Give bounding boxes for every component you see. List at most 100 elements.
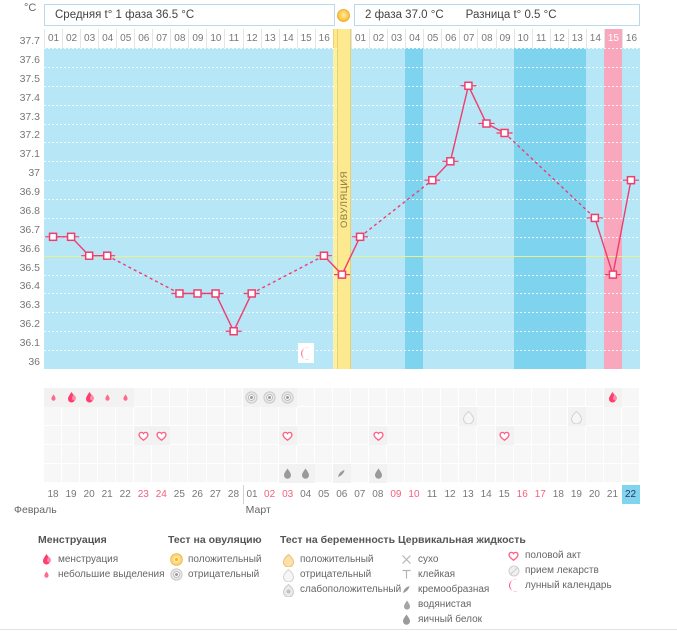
menstruation-drop-icon[interactable] xyxy=(98,388,117,407)
cycle-day-cell[interactable]: 02 xyxy=(62,29,80,48)
marker-cell-empty[interactable] xyxy=(188,388,207,407)
cycle-day-cell[interactable]: 16 xyxy=(314,29,333,48)
marker-cell-empty[interactable] xyxy=(423,445,442,464)
calendar-date-cell[interactable]: 07 xyxy=(354,489,366,500)
calendar-date-cell[interactable]: 03 xyxy=(282,489,294,500)
phase2-day-cell[interactable]: 06 xyxy=(441,29,459,48)
marker-cell-empty[interactable] xyxy=(585,426,604,445)
marker-cell-empty[interactable] xyxy=(152,407,171,426)
calendar-date-cell[interactable]: 20 xyxy=(588,489,600,500)
marker-cell-empty[interactable] xyxy=(98,407,117,426)
marker-cell-empty[interactable] xyxy=(621,407,640,426)
menstruation-drop-icon[interactable] xyxy=(116,388,135,407)
phase2-day-cell[interactable]: 13 xyxy=(567,29,586,48)
marker-cell-empty[interactable] xyxy=(495,407,514,426)
marker-cell-empty[interactable] xyxy=(423,388,442,407)
marker-cell-empty[interactable] xyxy=(405,388,424,407)
marker-cell-empty[interactable] xyxy=(513,426,532,445)
marker-cell-empty[interactable] xyxy=(531,445,550,464)
ovulation-test-negative-icon[interactable] xyxy=(278,388,297,407)
heart-icon[interactable] xyxy=(152,426,171,445)
marker-cell-empty[interactable] xyxy=(170,464,189,483)
marker-cell-empty[interactable] xyxy=(134,407,153,426)
phase2-day-cell[interactable]: 10 xyxy=(513,29,532,48)
marker-cell-empty[interactable] xyxy=(387,388,406,407)
heart-icon[interactable] xyxy=(134,426,153,445)
marker-cell-empty[interactable] xyxy=(603,464,622,483)
marker-cell-empty[interactable] xyxy=(116,407,135,426)
marker-cell-empty[interactable] xyxy=(621,464,640,483)
phase2-day-cell[interactable]: 05 xyxy=(423,29,441,48)
cervical-fluid-icon[interactable] xyxy=(332,464,352,483)
marker-cell-empty[interactable] xyxy=(116,445,135,464)
marker-cell-empty[interactable] xyxy=(531,426,550,445)
calendar-date-cell[interactable]: 02 xyxy=(264,489,276,500)
marker-cell-empty[interactable] xyxy=(585,407,604,426)
marker-cell-empty[interactable] xyxy=(351,388,370,407)
marker-cell-empty[interactable] xyxy=(188,464,207,483)
marker-cell-empty[interactable] xyxy=(206,407,225,426)
pregnancy-test-negative-icon[interactable] xyxy=(567,407,586,426)
calendar-date-cell[interactable]: 25 xyxy=(173,489,185,500)
calendar-date-cell[interactable]: 13 xyxy=(462,489,474,500)
marker-cell-empty[interactable] xyxy=(441,388,460,407)
marker-cell-empty[interactable] xyxy=(170,445,189,464)
marker-cell-empty[interactable] xyxy=(423,407,442,426)
marker-cell-empty[interactable] xyxy=(188,407,207,426)
calendar-date-cell[interactable]: 19 xyxy=(65,489,77,500)
marker-cell-empty[interactable] xyxy=(170,388,189,407)
cycle-day-cell[interactable]: 10 xyxy=(206,29,224,48)
phase2-day-cell[interactable]: 01 xyxy=(351,29,369,48)
marker-cell-empty[interactable] xyxy=(567,388,586,407)
marker-cell-empty[interactable] xyxy=(621,426,640,445)
phase2-day-cell[interactable]: 12 xyxy=(549,29,568,48)
calendar-date-cell[interactable]: 11 xyxy=(426,489,438,500)
marker-cell-empty[interactable] xyxy=(405,407,424,426)
marker-cell-empty[interactable] xyxy=(80,426,99,445)
cycle-day-cell[interactable]: 07 xyxy=(152,29,170,48)
marker-cell-empty[interactable] xyxy=(603,445,622,464)
marker-cell-empty[interactable] xyxy=(351,407,370,426)
marker-cell-empty[interactable] xyxy=(351,464,370,483)
marker-cell-empty[interactable] xyxy=(621,388,640,407)
marker-cell-empty[interactable] xyxy=(242,445,261,464)
calendar-date-cell[interactable]: 28 xyxy=(227,489,240,500)
marker-cell-empty[interactable] xyxy=(296,426,315,445)
marker-cell-empty[interactable] xyxy=(170,426,189,445)
marker-cell-empty[interactable] xyxy=(477,426,496,445)
marker-cell-empty[interactable] xyxy=(387,445,406,464)
calendar-date-cell[interactable]: 21 xyxy=(101,489,113,500)
marker-cell-empty[interactable] xyxy=(369,407,388,426)
heart-icon[interactable] xyxy=(278,426,297,445)
marker-cell-empty[interactable] xyxy=(531,388,550,407)
cycle-day-cell[interactable]: 12 xyxy=(242,29,261,48)
marker-cell-empty[interactable] xyxy=(98,464,117,483)
calendar-date-cell[interactable]: 23 xyxy=(137,489,149,500)
marker-cell-empty[interactable] xyxy=(332,426,352,445)
marker-cell-empty[interactable] xyxy=(278,407,297,426)
heart-icon[interactable] xyxy=(369,426,388,445)
marker-cell-empty[interactable] xyxy=(170,407,189,426)
cervical-fluid-icon[interactable] xyxy=(296,464,315,483)
marker-cell-empty[interactable] xyxy=(116,426,135,445)
ovulation-test-negative-icon[interactable] xyxy=(260,388,279,407)
menstruation-drop-icon[interactable] xyxy=(62,388,81,407)
marker-cell-empty[interactable] xyxy=(260,407,279,426)
marker-cell-empty[interactable] xyxy=(314,464,333,483)
marker-cell-empty[interactable] xyxy=(369,388,388,407)
marker-cell-empty[interactable] xyxy=(513,388,532,407)
marker-cell-empty[interactable] xyxy=(80,464,99,483)
marker-cell-empty[interactable] xyxy=(206,445,225,464)
marker-cell-empty[interactable] xyxy=(459,445,478,464)
marker-cell-empty[interactable] xyxy=(549,388,568,407)
cycle-day-cell[interactable]: 03 xyxy=(80,29,98,48)
calendar-date-cell[interactable]: 09 xyxy=(390,489,402,500)
marker-cell-empty[interactable] xyxy=(206,388,225,407)
marker-cell-empty[interactable] xyxy=(441,464,460,483)
marker-cell-empty[interactable] xyxy=(477,445,496,464)
marker-cell-empty[interactable] xyxy=(621,445,640,464)
marker-cell-empty[interactable] xyxy=(206,426,225,445)
marker-cell-empty[interactable] xyxy=(585,388,604,407)
cycle-day-cell[interactable]: 14 xyxy=(278,29,297,48)
marker-cell-empty[interactable] xyxy=(441,445,460,464)
